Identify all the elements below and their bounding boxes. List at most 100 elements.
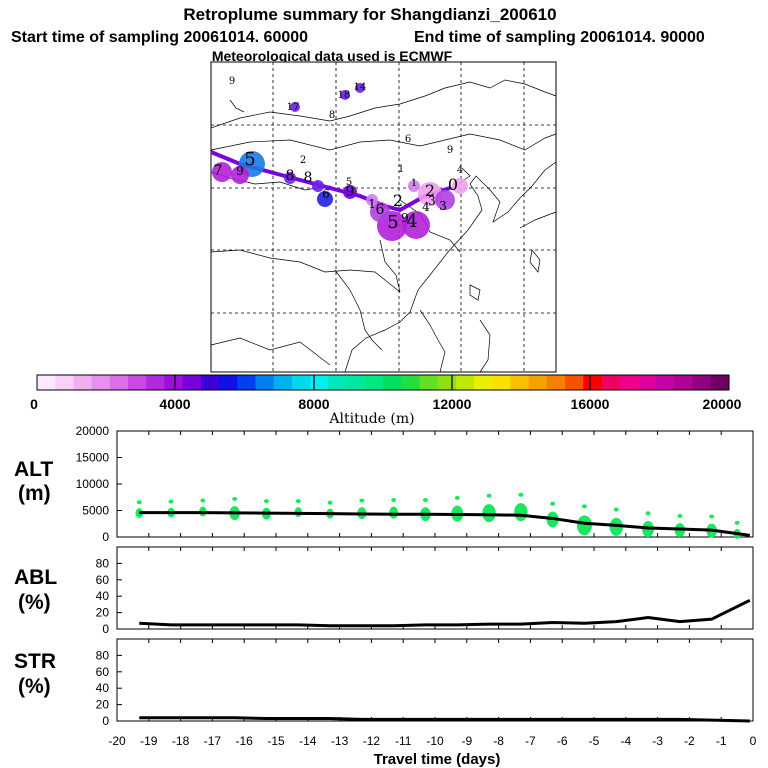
abl-panel-label: ABL (14, 566, 57, 589)
abl-line (139, 598, 751, 628)
cluster-marker (514, 503, 528, 522)
altitude-number: 1 (398, 164, 404, 175)
colorbar-swatch (273, 375, 293, 390)
cluster-marker (613, 507, 619, 512)
altitude-number: 9 (346, 184, 355, 200)
colorbar-swatch (546, 375, 566, 390)
altitude-number: 1 (368, 197, 376, 211)
plume-circle (366, 194, 378, 206)
colorbar-swatch (637, 375, 657, 390)
colorbar-swatch (710, 375, 730, 390)
plume-circle (312, 180, 324, 192)
altitude-number: 7 (214, 163, 223, 179)
plume-circle (355, 83, 365, 93)
altitude-number: 14 (354, 82, 367, 93)
y-tick-label: 5000 (82, 504, 109, 518)
colorbar-swatch (510, 375, 530, 390)
abl-panel-unit: (%) (18, 591, 51, 614)
cluster-marker (295, 499, 301, 504)
x-tick-label: -19 (140, 734, 158, 748)
x-tick-label: -11 (395, 734, 412, 748)
x-tick-label: -10 (426, 734, 444, 748)
colorbar-swatch (364, 375, 384, 390)
x-tick-label: -15 (267, 734, 285, 748)
cluster-marker (391, 498, 397, 503)
altitude-number: 8 (286, 168, 295, 184)
map-gridlines (211, 62, 556, 372)
x-tick-label: -18 (172, 734, 190, 748)
cluster-marker (677, 513, 683, 518)
colorbar-swatch (346, 375, 366, 390)
figure-title: Retroplume summary for Shangdianzi_20061… (183, 5, 556, 24)
plume-circle (408, 180, 420, 192)
colorbar-swatch (401, 375, 420, 390)
altitude-number: 4 (406, 211, 417, 232)
x-tick-label: -9 (461, 734, 472, 748)
cluster-marker (550, 501, 556, 506)
str-line (139, 716, 750, 723)
cluster-marker (422, 498, 428, 503)
cluster-marker (200, 498, 206, 503)
cluster-marker (263, 499, 269, 504)
plume-circle (231, 166, 249, 184)
str-panel-label: STR (14, 650, 56, 673)
cluster-marker (327, 500, 333, 505)
colorbar-tick-label: 12000 (433, 396, 472, 412)
y-tick-label: 40 (96, 681, 110, 695)
plume-circle (435, 190, 455, 210)
colorbar-axis-label: Altitude (m) (328, 411, 414, 427)
altitude-number: 5 (387, 212, 398, 233)
altitude-number: 5 (346, 177, 352, 188)
colorbar-swatch (692, 375, 712, 390)
colorbar-tick-label: 20000 (703, 396, 742, 412)
y-tick-label: 0 (102, 530, 109, 544)
y-tick-label: 15000 (76, 451, 110, 465)
colorbar-tick-labels: 0 4000 8000 12000 16000 20000 (30, 396, 742, 412)
x-tick-label: -7 (525, 734, 536, 748)
colorbar-swatch (73, 375, 93, 390)
str-panel-unit: (%) (18, 675, 51, 698)
colorbar-swatch (182, 375, 202, 390)
x-tick-label: 0 (750, 734, 757, 748)
colorbar-tick-label: 4000 (159, 396, 190, 412)
cluster-marker (486, 493, 492, 498)
altitude-number: 4 (457, 165, 463, 176)
x-tick-label: -17 (204, 734, 222, 748)
y-tick-label: 20000 (76, 424, 110, 438)
cluster-marker (389, 506, 399, 519)
x-tick-label: -16 (236, 734, 254, 748)
cluster-marker (454, 495, 460, 500)
colorbar-swatch (583, 375, 603, 390)
colorbar-swatch (674, 375, 694, 390)
altitude-number: 9 (447, 145, 453, 156)
colorbar-swatch (619, 375, 639, 390)
cluster-marker (518, 492, 524, 497)
colorbar-swatch (328, 375, 348, 390)
y-tick-label: 0 (102, 714, 109, 728)
plume-circle (284, 172, 296, 184)
altitude-number: 17 (287, 102, 300, 113)
plume-circle (212, 162, 232, 182)
altitude-number: 9 (229, 76, 235, 87)
cluster-marker (645, 511, 651, 516)
cluster-marker (709, 514, 715, 519)
colorbar-swatch (164, 375, 184, 390)
alt-panel-label: ALT (14, 458, 53, 481)
colorbar-swatch (109, 375, 129, 390)
x-tick-label: -3 (652, 734, 663, 748)
colorbar-swatch (291, 375, 311, 390)
cluster-marker (609, 517, 624, 536)
x-tick-label: -2 (684, 734, 695, 748)
time-series-panels: 0 5000 10000 15000 20000 0 20 40 60 80 0 20 40 60 80 (76, 424, 754, 728)
altitude-number: 4 (422, 200, 430, 214)
panel-2: 0 20 40 60 80 (96, 546, 754, 636)
colorbar-tick-label: 8000 (298, 396, 329, 412)
altitude-number: 6 (405, 134, 411, 145)
colorbar-tick-label: 0 (30, 396, 38, 412)
plume-circle (343, 185, 357, 199)
altitude-number: 2 (300, 155, 306, 166)
x-tick-label: -13 (331, 734, 349, 748)
plume-circle (340, 90, 350, 100)
